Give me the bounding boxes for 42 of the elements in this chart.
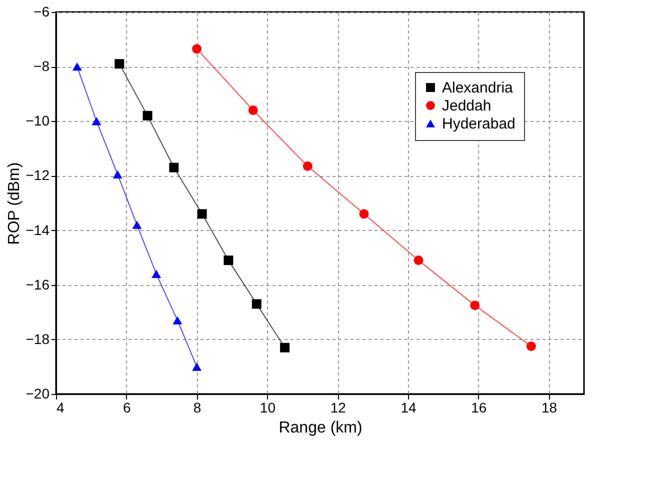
x-tick-label: 12 [330,400,346,416]
point [526,342,536,351]
x-tick-label: 10 [260,400,276,416]
point [197,209,207,219]
legend-label: Jeddah [442,98,492,114]
x-axis-title: Range (km) [278,420,362,436]
point [192,44,202,54]
point [302,161,312,171]
point [470,300,480,310]
y-tick-label: −18 [26,330,50,347]
x-tick-label: 6 [123,400,131,416]
x-tick-label: 16 [471,400,487,416]
y-tick-label: −12 [26,167,50,184]
point [192,362,202,371]
point [112,170,122,178]
point [169,162,179,172]
point [114,59,124,69]
point [92,117,102,126]
legend-label: Alexandria [442,80,514,96]
point [224,256,234,266]
x-tick-label: 18 [542,400,558,416]
y-axis-title: ROP (dBm) [6,162,23,245]
y-tick-label: −6 [34,4,50,20]
y-tick-label: −16 [26,276,50,292]
x-tick-label: 4 [56,400,64,416]
point [132,220,142,229]
x-tick-label: 8 [193,400,202,416]
point [252,299,262,309]
x-tick-label: 14 [400,400,416,416]
y-tick-label: −8 [34,58,50,74]
point [152,270,162,278]
y-tick-label: −20 [26,386,50,402]
point [172,316,182,324]
point [72,62,82,71]
y-tick-label: −14 [26,222,50,238]
point [142,110,152,120]
point [280,342,290,352]
point [359,209,369,219]
y-tick-label: −10 [26,112,50,129]
point [414,256,424,266]
legend-label: Hyderabad [442,116,516,132]
point [248,105,258,115]
